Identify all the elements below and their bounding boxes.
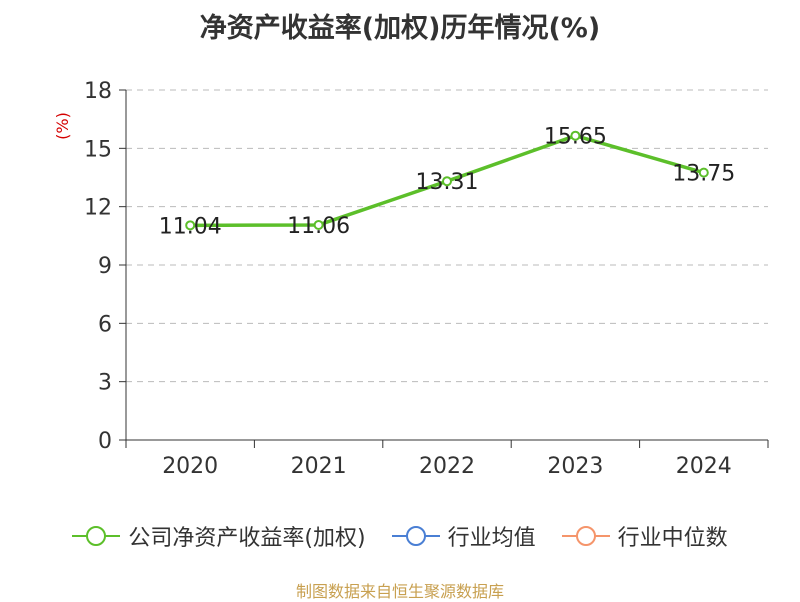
- x-tick-label: 2020: [162, 454, 218, 479]
- data-label: 13.31: [416, 170, 479, 195]
- data-point: [313, 219, 324, 230]
- legend-item[interactable]: 行业中位数: [561, 520, 728, 552]
- y-tick-label: 9: [98, 254, 112, 279]
- legend-label: 公司净资产收益率(加权): [128, 526, 366, 551]
- y-tick-label: 0: [98, 429, 112, 454]
- y-tick-label: 6: [98, 312, 112, 337]
- y-tick-label: 18: [84, 79, 112, 104]
- y-tick-label: 12: [84, 196, 112, 221]
- legend-label: 行业中位数: [617, 526, 728, 551]
- data-label: 11.06: [287, 214, 350, 239]
- data-point: [698, 167, 709, 178]
- x-tick-label: 2024: [676, 454, 732, 479]
- data-label: 15.65: [544, 125, 607, 150]
- x-tick-label: 2023: [547, 454, 603, 479]
- y-tick-label: 3: [98, 371, 112, 396]
- legend-swatch-circle: [405, 526, 426, 546]
- data-point: [442, 176, 452, 187]
- legend-item[interactable]: 行业均值: [391, 520, 536, 552]
- legend-swatch-icon: [72, 526, 121, 546]
- legend-label: 行业均值: [447, 526, 536, 551]
- data-point: [570, 130, 581, 141]
- data-label: 13.75: [672, 162, 735, 187]
- legend-swatch-icon: [391, 526, 440, 546]
- legend-swatch-circle: [86, 526, 107, 546]
- data-point: [185, 220, 196, 231]
- chart-title: 净资产收益率(加权)历年情况(%): [199, 13, 601, 44]
- legend-swatch-icon: [561, 526, 610, 546]
- y-axis-label: (%): [53, 112, 72, 140]
- x-tick-label: 2021: [291, 454, 347, 479]
- legend-swatch-circle: [575, 526, 596, 546]
- x-tick-label: 2022: [419, 454, 475, 479]
- legend-item[interactable]: 公司净资产收益率(加权): [72, 520, 366, 552]
- data-label: 11.04: [159, 214, 222, 239]
- y-tick-label: 15: [84, 137, 112, 162]
- chart-legend: 公司净资产收益率(加权) 行业均值 行业中位数: [0, 520, 800, 552]
- chart-plot-area: 0 3 6 9 12 15 18 2020 2021 2022 2023 2024 (%) 11.04 11…: [53, 79, 769, 479]
- source-note: 制图数据来自恒生聚源数据库: [295, 582, 504, 601]
